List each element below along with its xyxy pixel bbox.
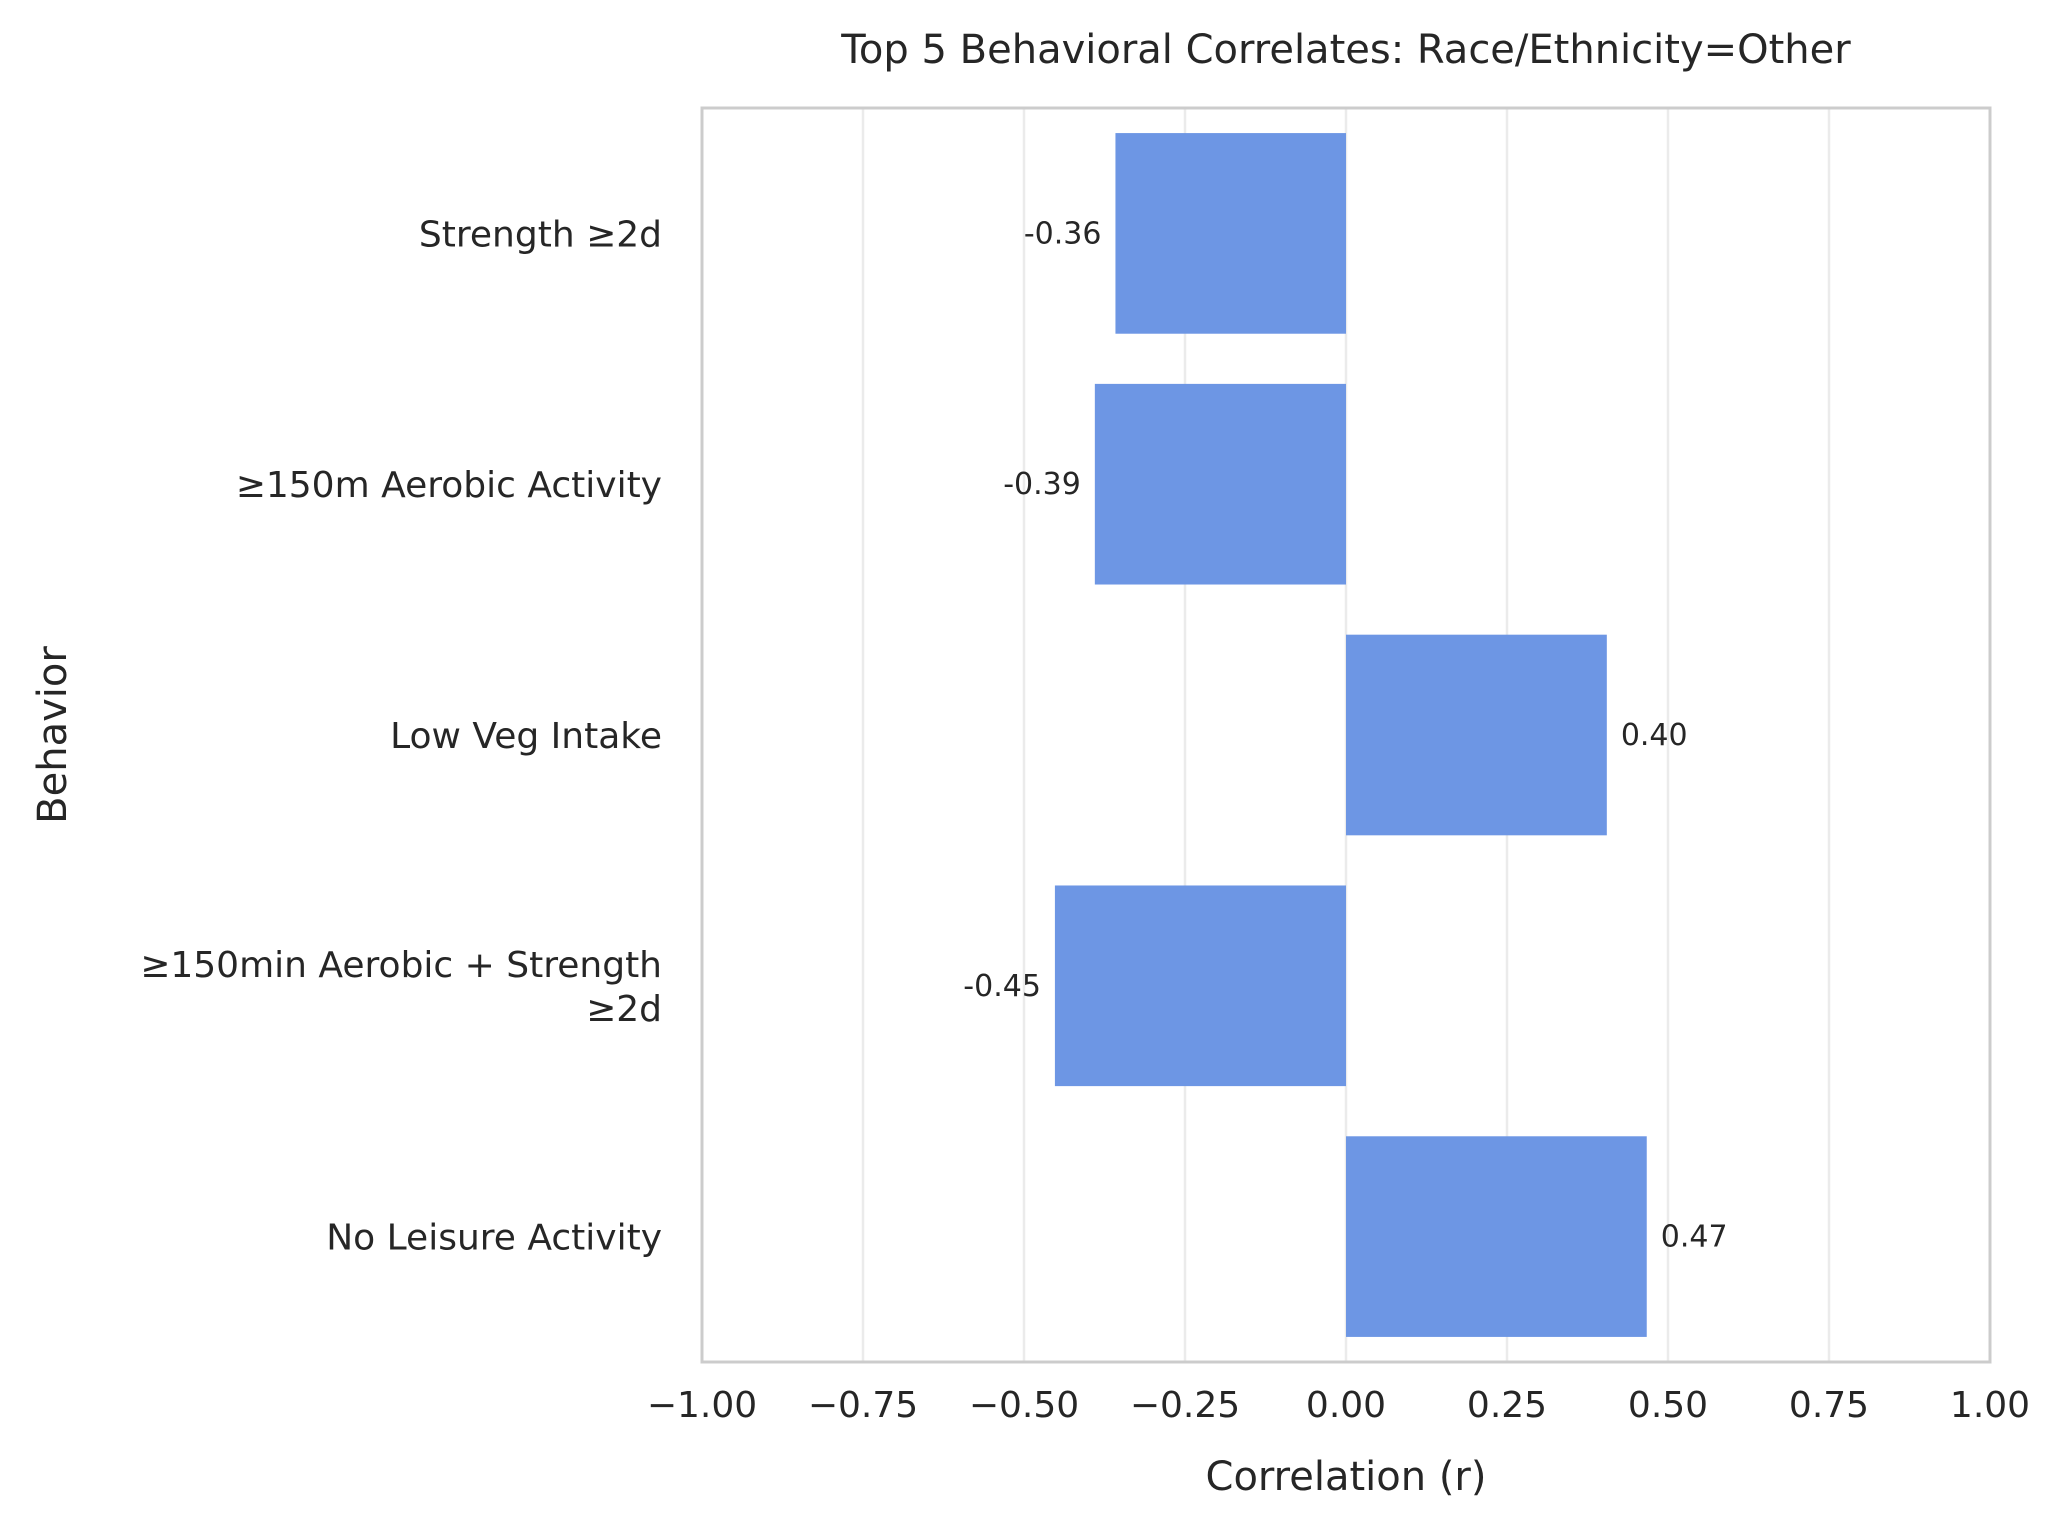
- bar-value-label: 0.40: [1621, 718, 1688, 753]
- bar-value-label: -0.36: [1024, 216, 1102, 251]
- bar: [1115, 133, 1346, 334]
- bar-layer: [1054, 133, 1647, 1337]
- x-tick-label: −1.00: [647, 1385, 757, 1426]
- y-tick-label: Strength ≥2d: [419, 214, 662, 255]
- y-tick-label: Low Veg Intake: [390, 716, 662, 757]
- bar: [1054, 885, 1346, 1087]
- x-tick-layer: −1.00 −0.75 −0.50 −0.25 0.00 0.25 0.50 0.75 1.00: [647, 1385, 2030, 1426]
- x-axis-label: Correlation (r): [1206, 1454, 1487, 1500]
- plot-frame: [700, 106, 1992, 1364]
- bar: [1094, 383, 1346, 585]
- chart-title: Top 5 Behavioral Correlates: Race/Ethnic…: [840, 27, 1851, 73]
- x-tick-label: −0.50: [969, 1385, 1079, 1426]
- bar-value-label: -0.45: [963, 969, 1041, 1004]
- y-tick-label: ≥150m Aerobic Activity: [236, 465, 662, 506]
- bar-value-label: 0.47: [1661, 1220, 1728, 1255]
- value-label-layer: -0.36 -0.39 0.40 -0.45 0.47: [963, 216, 1727, 1254]
- x-tick-label: −0.25: [1130, 1385, 1240, 1426]
- y-axis-label: Behavior: [30, 646, 76, 824]
- x-tick-label: 0.25: [1467, 1385, 1547, 1426]
- x-tick-label: −0.75: [808, 1385, 918, 1426]
- y-tick-label: No Leisure Activity: [326, 1218, 662, 1259]
- x-tick-label: 0.50: [1628, 1385, 1708, 1426]
- bar: [1346, 1136, 1647, 1337]
- x-tick-label: 0.00: [1306, 1385, 1386, 1426]
- y-tick-layer: Strength ≥2d ≥150m Aerobic Activity Low Ve…: [140, 214, 662, 1258]
- x-tick-label: 1.00: [1950, 1385, 2030, 1426]
- y-tick-label: ≥150min Aerobic + Strength ≥2d: [140, 945, 662, 1030]
- bar: [1346, 634, 1607, 836]
- x-tick-label: 0.75: [1789, 1385, 1869, 1426]
- bar-value-label: -0.39: [1003, 467, 1081, 502]
